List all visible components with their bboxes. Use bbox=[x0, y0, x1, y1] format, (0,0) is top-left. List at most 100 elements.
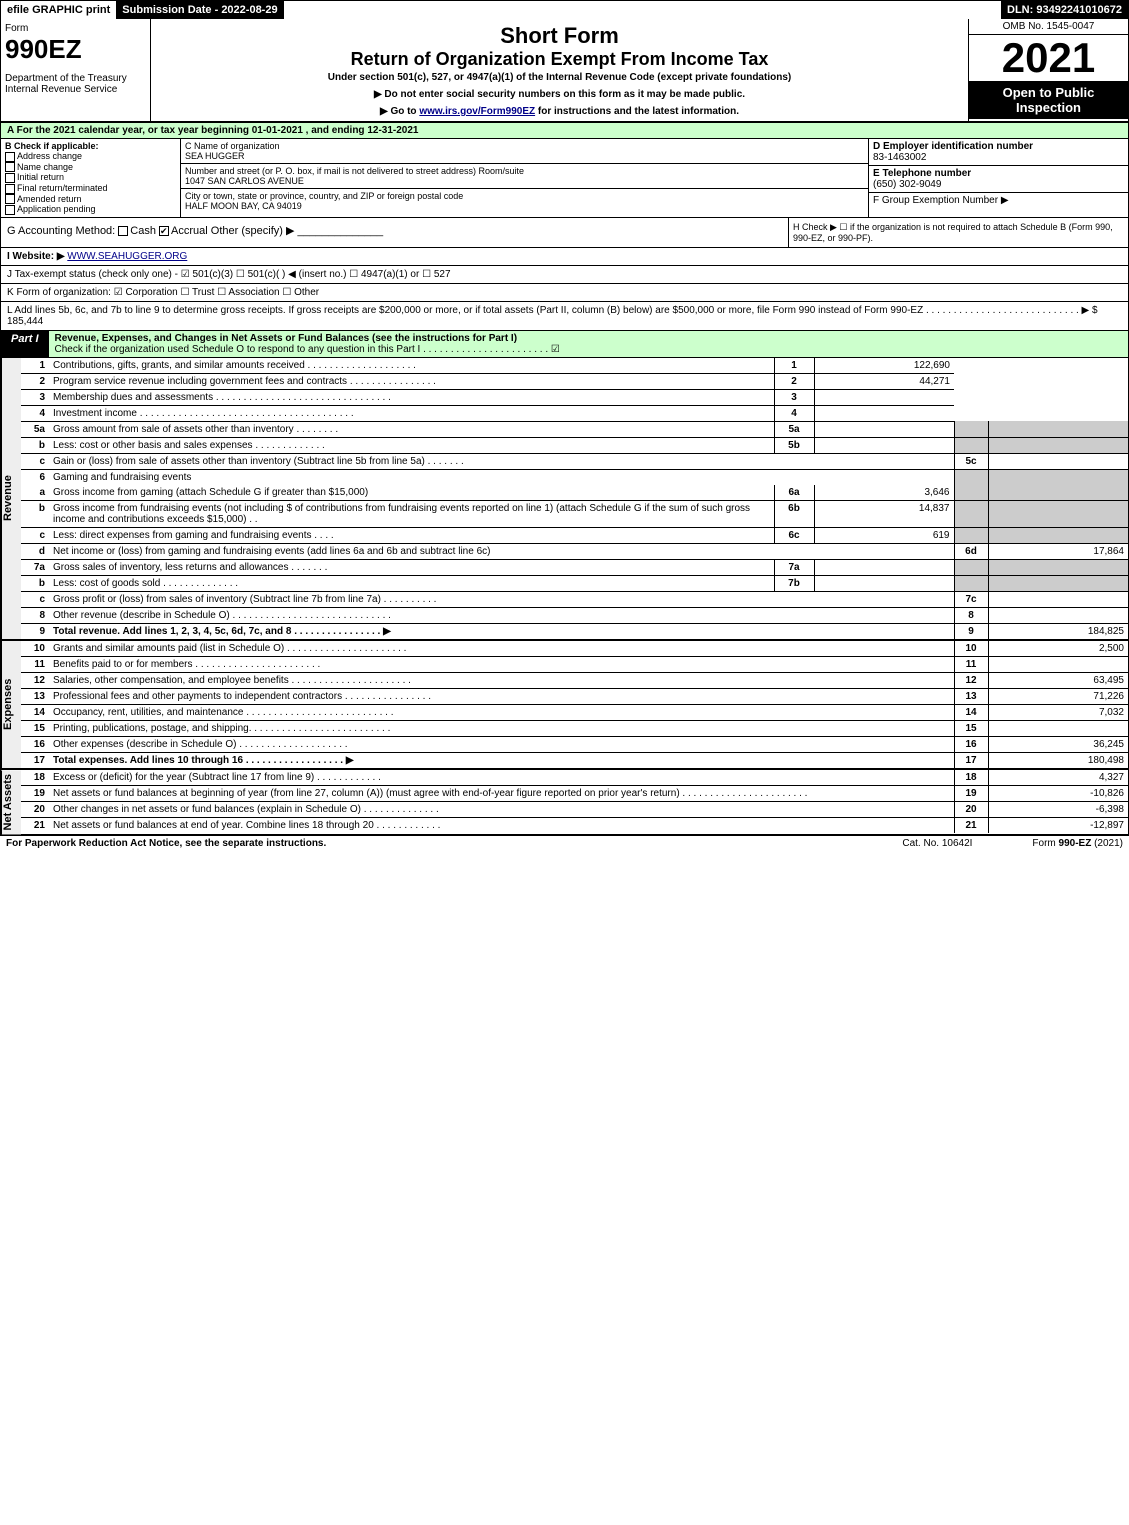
line-5a-desc: Gross amount from sale of assets other t… bbox=[53, 424, 338, 435]
header-middle: Short Form Return of Organization Exempt… bbox=[151, 19, 968, 121]
box-b: B Check if applicable: Address change Na… bbox=[1, 139, 181, 217]
line-12-amt: 63,495 bbox=[988, 672, 1128, 688]
line-14-amt: 7,032 bbox=[988, 704, 1128, 720]
line-j: J Tax-exempt status (check only one) - ☑… bbox=[1, 266, 1128, 284]
header-right: OMB No. 1545-0047 2021 Open to Public In… bbox=[968, 19, 1128, 121]
inspection-label: Open to Public Inspection bbox=[969, 81, 1128, 119]
ein-value: 83-1463002 bbox=[873, 152, 1124, 163]
form-header: Form 990EZ Department of the Treasury In… bbox=[1, 19, 1128, 123]
l-text: L Add lines 5b, 6c, and 7b to line 9 to … bbox=[7, 305, 1089, 316]
part1-title: Revenue, Expenses, and Changes in Net As… bbox=[49, 331, 1128, 357]
d-ein: D Employer identification number 83-1463… bbox=[869, 139, 1128, 166]
revenue-label: Revenue bbox=[1, 358, 21, 639]
cb-initial-return[interactable]: Initial return bbox=[5, 172, 176, 183]
line-1-amt: 122,690 bbox=[814, 358, 954, 374]
line-16-desc: Other expenses (describe in Schedule O) … bbox=[49, 736, 954, 752]
line-2-desc: Program service revenue including govern… bbox=[49, 373, 774, 389]
line-7c-desc: Gross profit or (loss) from sales of inv… bbox=[49, 591, 954, 607]
cb-name-change[interactable]: Name change bbox=[5, 162, 176, 173]
line-6-desc: Gaming and fundraising events bbox=[49, 469, 954, 485]
topbar-spacer bbox=[284, 1, 1001, 19]
line-20-amt: -6,398 bbox=[988, 801, 1128, 817]
org-name: SEA HUGGER bbox=[185, 151, 864, 161]
cb-amended-return[interactable]: Amended return bbox=[5, 194, 176, 205]
line-21-amt: -12,897 bbox=[988, 817, 1128, 833]
line-7b-desc: Less: cost of goods sold . . . . . . . .… bbox=[53, 578, 238, 589]
part1-bar: Part I Revenue, Expenses, and Changes in… bbox=[1, 331, 1128, 358]
netassets-table: 18Excess or (deficit) for the year (Subt… bbox=[21, 770, 1128, 833]
part1-label: Part I bbox=[1, 331, 49, 357]
line-6d-amt: 17,864 bbox=[988, 543, 1128, 559]
expenses-label: Expenses bbox=[1, 641, 21, 768]
group-label: F Group Exemption Number ▶ bbox=[873, 195, 1009, 206]
line-i: I Website: ▶ WWW.SEAHUGGER.ORG bbox=[1, 248, 1128, 266]
line-12-desc: Salaries, other compensation, and employ… bbox=[49, 672, 954, 688]
tel-label: E Telephone number bbox=[873, 168, 1124, 179]
line-17-desc: Total expenses. Add lines 10 through 16 … bbox=[49, 752, 954, 768]
page-footer: For Paperwork Reduction Act Notice, see … bbox=[0, 836, 1129, 851]
form-container: efile GRAPHIC print Submission Date - 20… bbox=[0, 0, 1129, 836]
ein-label: D Employer identification number bbox=[873, 141, 1124, 152]
form-label: Form bbox=[5, 23, 146, 34]
subtitle: Under section 501(c), 527, or 4947(a)(1)… bbox=[159, 72, 960, 83]
line-8-desc: Other revenue (describe in Schedule O) .… bbox=[49, 607, 954, 623]
cb-address-change[interactable]: Address change bbox=[5, 151, 176, 162]
footer-right: Form 990-EZ (2021) bbox=[1032, 838, 1123, 849]
tel-value: (650) 302-9049 bbox=[873, 179, 1124, 190]
cb-final-return[interactable]: Final return/terminated bbox=[5, 183, 176, 194]
line-5c-desc: Gain or (loss) from sale of assets other… bbox=[49, 453, 954, 469]
line-2-amt: 44,271 bbox=[814, 373, 954, 389]
line-k: K Form of organization: ☑ Corporation ☐ … bbox=[1, 284, 1128, 302]
title-main: Return of Organization Exempt From Incom… bbox=[159, 49, 960, 70]
line-14-desc: Occupancy, rent, utilities, and maintena… bbox=[49, 704, 954, 720]
c-name-row: C Name of organization SEA HUGGER bbox=[181, 139, 868, 164]
footer-left: For Paperwork Reduction Act Notice, see … bbox=[6, 838, 902, 849]
row-gh: G Accounting Method: Cash Accrual Other … bbox=[1, 218, 1128, 248]
c-addr-row: Number and street (or P. O. box, if mail… bbox=[181, 164, 868, 189]
dept-label: Department of the Treasury Internal Reve… bbox=[5, 73, 146, 95]
line-6b-desc: Gross income from fundraising events (no… bbox=[53, 503, 750, 525]
expenses-table: 10Grants and similar amounts paid (list … bbox=[21, 641, 1128, 768]
note-ssn: ▶ Do not enter social security numbers o… bbox=[159, 89, 960, 100]
line-19-desc: Net assets or fund balances at beginning… bbox=[49, 785, 954, 801]
cb-accrual[interactable] bbox=[159, 226, 169, 236]
line-a: A For the 2021 calendar year, or tax yea… bbox=[1, 123, 1128, 139]
b-label: B Check if applicable: bbox=[5, 141, 176, 151]
footer-catno: Cat. No. 10642I bbox=[902, 838, 972, 849]
irs-link[interactable]: www.irs.gov/Form990EZ bbox=[419, 106, 535, 117]
title-short: Short Form bbox=[159, 23, 960, 49]
submission-date: Submission Date - 2022-08-29 bbox=[116, 1, 283, 19]
line-6c-val: 619 bbox=[814, 527, 954, 543]
box-h: H Check ▶ ☐ if the organization is not r… bbox=[788, 218, 1128, 247]
line-3-desc: Membership dues and assessments . . . . … bbox=[49, 389, 774, 405]
box-def: D Employer identification number 83-1463… bbox=[868, 139, 1128, 217]
netassets-section: Net Assets 18Excess or (deficit) for the… bbox=[1, 770, 1128, 835]
line-20-desc: Other changes in net assets or fund bala… bbox=[49, 801, 954, 817]
line-21-desc: Net assets or fund balances at end of ye… bbox=[49, 817, 954, 833]
line-19-amt: -10,826 bbox=[988, 785, 1128, 801]
cb-cash[interactable] bbox=[118, 226, 128, 236]
omb-number: OMB No. 1545-0047 bbox=[969, 19, 1128, 35]
netassets-label: Net Assets bbox=[1, 770, 21, 834]
part1-check-note: Check if the organization used Schedule … bbox=[55, 344, 560, 355]
website-link[interactable]: WWW.SEAHUGGER.ORG bbox=[67, 251, 187, 262]
line-4-desc: Investment income . . . . . . . . . . . … bbox=[49, 405, 774, 421]
c-city-label: City or town, state or province, country… bbox=[185, 191, 864, 201]
c-addr-label: Number and street (or P. O. box, if mail… bbox=[185, 166, 864, 176]
e-tel: E Telephone number (650) 302-9049 bbox=[869, 166, 1128, 193]
c-name-label: C Name of organization bbox=[185, 141, 864, 151]
cb-application-pending[interactable]: Application pending bbox=[5, 204, 176, 215]
line-13-desc: Professional fees and other payments to … bbox=[49, 688, 954, 704]
line-9-desc: Total revenue. Add lines 1, 2, 3, 4, 5c,… bbox=[49, 623, 954, 639]
tax-year: 2021 bbox=[969, 35, 1128, 81]
org-city: HALF MOON BAY, CA 94019 bbox=[185, 201, 864, 211]
efile-label[interactable]: efile GRAPHIC print bbox=[1, 1, 116, 19]
header-left: Form 990EZ Department of the Treasury In… bbox=[1, 19, 151, 121]
expenses-section: Expenses 10Grants and similar amounts pa… bbox=[1, 641, 1128, 770]
box-g: G Accounting Method: Cash Accrual Other … bbox=[1, 218, 788, 247]
box-c: C Name of organization SEA HUGGER Number… bbox=[181, 139, 868, 217]
line-16-amt: 36,245 bbox=[988, 736, 1128, 752]
dln: DLN: 93492241010672 bbox=[1001, 1, 1128, 19]
line-6a-val: 3,646 bbox=[814, 485, 954, 501]
revenue-section: Revenue 1Contributions, gifts, grants, a… bbox=[1, 358, 1128, 641]
